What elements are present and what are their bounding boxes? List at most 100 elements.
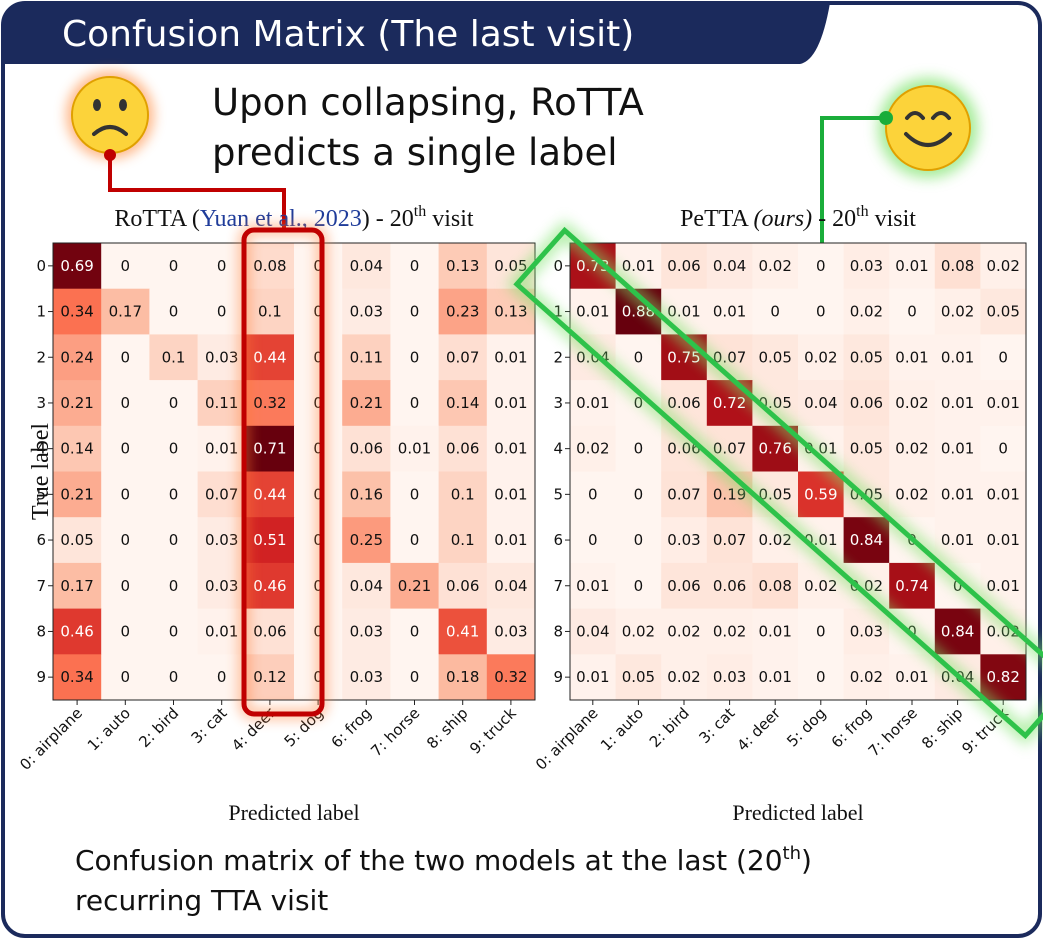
heatmap-cell: [661, 654, 708, 701]
heatmap-cell: [245, 425, 295, 472]
heatmap-cell: [101, 517, 150, 564]
cell-label: 0.04: [350, 257, 383, 275]
cell-label: 0: [410, 303, 420, 321]
heatmap-cell: [570, 517, 617, 564]
cell-label: 0: [121, 668, 131, 686]
cell-label: 0: [634, 440, 644, 458]
cell-label: 0.06: [446, 577, 479, 595]
heatmap-cell: [438, 471, 488, 518]
cell-label: 0.02: [850, 303, 883, 321]
cell-label: 0.02: [758, 257, 791, 275]
cell-label: 0.06: [446, 440, 479, 458]
cell-label: 0.14: [446, 394, 479, 412]
y-tick-label: 3: [553, 394, 563, 412]
cell-label: 0: [121, 622, 131, 640]
heatmap-cell: [53, 425, 102, 472]
cell-label: 0: [998, 348, 1008, 366]
heatmap-cell: [980, 517, 1027, 564]
cell-label: 0: [588, 531, 598, 549]
heatmap-cell: [980, 380, 1027, 427]
heatmap-cell: [53, 334, 102, 381]
heatmap-cell: [570, 288, 617, 335]
heatmap-cell: [438, 608, 488, 655]
y-tick-label: 0: [553, 257, 563, 275]
cell-label: 0.21: [350, 394, 383, 412]
heatmap-cell: [245, 243, 295, 290]
cell-label: 0: [121, 531, 131, 549]
heatmap-cell: [752, 243, 799, 290]
heatmap-cell: [342, 334, 391, 381]
cell-label: 0: [121, 577, 131, 595]
heatmap-cell: [486, 380, 536, 427]
cell-label: 0.01: [895, 668, 928, 686]
heatmap-cell: [438, 380, 488, 427]
heatmap-cell: [149, 562, 199, 610]
cell-label: 0.1: [451, 485, 475, 503]
heatmap-cell: [798, 243, 845, 290]
cell-label: 0: [410, 257, 420, 275]
y-axis-label: True label: [28, 423, 54, 520]
heatmap-cell: [980, 425, 1027, 472]
heatmap-cell: [245, 517, 295, 564]
heatmap-cell: [934, 288, 981, 335]
cell-label: 0.03: [850, 257, 883, 275]
y-tick-label: 7: [36, 577, 46, 595]
cell-label: 0: [169, 668, 179, 686]
cell-label: 0.02: [895, 440, 928, 458]
cell-label: 0.13: [446, 257, 479, 275]
heatmap-cell: [149, 425, 199, 472]
heatmap-cell: [438, 425, 488, 472]
cell-label: 0: [217, 303, 227, 321]
heatmap-cell: [798, 608, 845, 655]
cell-label: 0.01: [986, 577, 1019, 595]
cell-label: 0.02: [986, 257, 1019, 275]
cell-label: 0.44: [253, 348, 286, 366]
cell-label: 0.06: [667, 577, 700, 595]
heatmap-cell: [706, 562, 753, 610]
cell-label: 0.01: [494, 394, 527, 412]
cell-label: 0.01: [986, 485, 1019, 503]
cell-label: 0.01: [667, 303, 700, 321]
heatmap-cell: [706, 654, 753, 701]
cell-label: 0.41: [446, 622, 479, 640]
title-part: visit: [869, 206, 917, 232]
cell-label: 0.13: [494, 303, 527, 321]
heatmap-cell: [101, 243, 150, 290]
cell-label: 0.71: [253, 440, 286, 458]
cell-label: 0.18: [446, 668, 479, 686]
cell-label: 0: [169, 303, 179, 321]
heatmap-cell: [245, 471, 295, 518]
heatmap-cell: [342, 288, 391, 335]
y-tick-label: 1: [553, 303, 563, 321]
caption: recurring TTA visit: [75, 884, 328, 917]
heatmap-cell: [615, 425, 662, 472]
y-tick-label: 5: [553, 485, 563, 503]
heatmap-cell: [752, 562, 799, 610]
cell-label: 0.05: [850, 440, 883, 458]
cell-label: 0.17: [60, 577, 93, 595]
cell-label: 0: [998, 440, 1008, 458]
cell-label: 0: [169, 531, 179, 549]
y-tick-label: 5: [36, 485, 46, 503]
heatmap-cell: [661, 562, 708, 610]
heatmap-cell: [843, 334, 890, 381]
heatmap-cell: [889, 654, 936, 701]
heatmap-cell: [390, 471, 440, 518]
cell-label: 0: [410, 622, 420, 640]
heatmap-cell: [149, 654, 199, 701]
cell-label: 0.12: [253, 668, 286, 686]
x-axis-label: Predicted label: [732, 800, 863, 825]
cell-label: 0.02: [622, 622, 655, 640]
heatmap-cell: [615, 562, 662, 610]
heatmap-cell: [53, 562, 102, 610]
x-axis-label: Predicted label: [228, 800, 359, 825]
cell-label: 0.01: [576, 668, 609, 686]
cell-label: 0.03: [205, 577, 238, 595]
cell-label: 0.02: [667, 622, 700, 640]
cell-label: 0.1: [258, 303, 282, 321]
caption: Confusion matrix of the two models at th…: [75, 843, 812, 877]
cell-label: 0.1: [451, 531, 475, 549]
cell-label: 0.03: [350, 668, 383, 686]
cell-label: 0.04: [804, 394, 837, 412]
cell-label: 0: [634, 485, 644, 503]
